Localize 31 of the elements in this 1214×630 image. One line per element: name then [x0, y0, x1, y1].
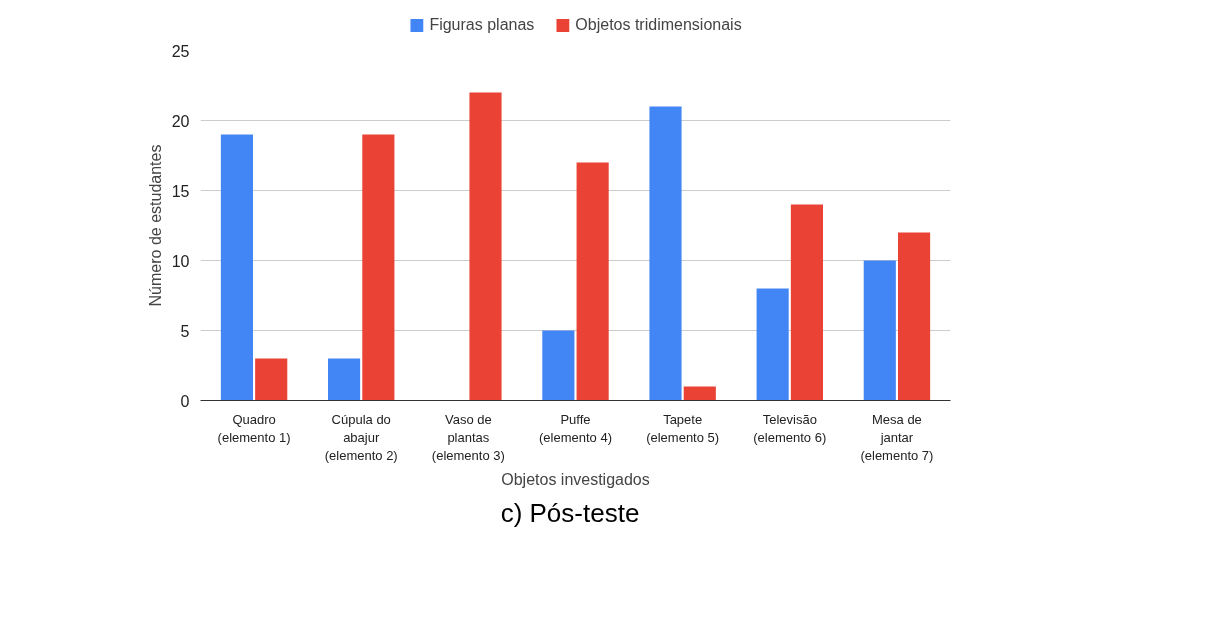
y-tick-label: 5: [180, 322, 190, 340]
x-tick-label: Mesa de jantar (elemento 7): [860, 411, 934, 463]
legend-label: Objetos tridimensionais: [575, 16, 742, 34]
bar: [220, 134, 253, 401]
x-tick-label: Televisão (elemento 6): [753, 411, 827, 445]
bar: [328, 358, 361, 401]
bar: [576, 162, 609, 401]
x-tick-label: Quadro (elemento 1): [217, 411, 291, 445]
bar: [469, 92, 502, 401]
bar: [255, 358, 288, 401]
text: c) Pós-teste: [500, 497, 640, 530]
y-tick-label: 25: [171, 42, 190, 60]
bar: [863, 260, 896, 401]
y-tick-label: 10: [171, 252, 190, 270]
x-axis-title: Objetos investigados: [501, 470, 650, 488]
x-tick-label: Vaso de plantas (elemento 3): [431, 411, 505, 463]
x-tick-label: Tapete (elemento 5): [646, 411, 720, 445]
bar: [683, 386, 716, 401]
bar: [362, 134, 395, 401]
y-tick-label: 15: [171, 182, 190, 200]
bar: [649, 106, 682, 401]
bar: [898, 232, 931, 401]
x-tick-label: Cúpula do abajur (elemento 2): [324, 411, 398, 463]
y-axis-title: Número de estudantes: [146, 144, 164, 307]
x-tick-label: Puffe (elemento 4): [539, 411, 612, 445]
y-tick-label: 0: [180, 392, 190, 410]
legend-label: Figuras planas: [429, 16, 535, 34]
bar: [542, 330, 575, 401]
bar: [790, 204, 823, 401]
y-tick-label: 20: [171, 112, 190, 130]
bar: [756, 288, 789, 401]
